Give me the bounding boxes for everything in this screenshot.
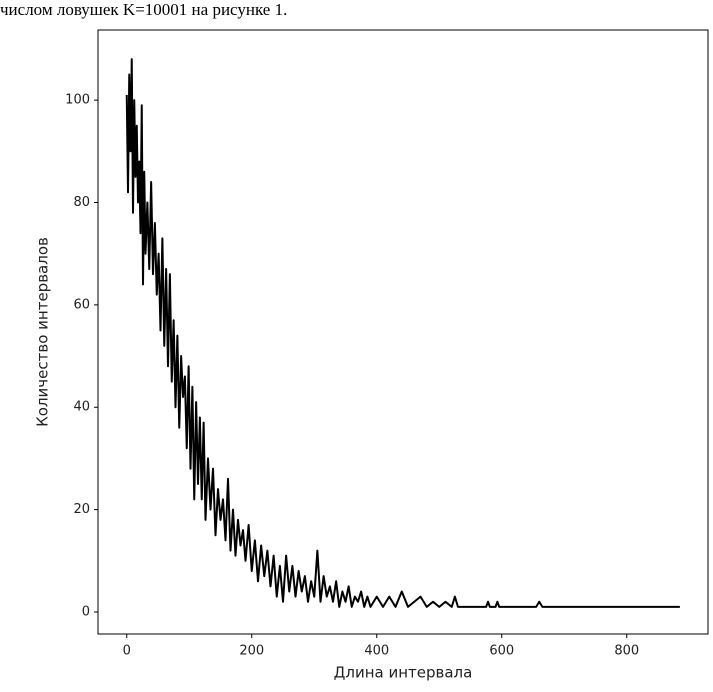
- x-tick-label: 200: [239, 644, 264, 659]
- caption: числом ловушек K=10001 на рисунке 1.: [0, 0, 287, 19]
- y-tick-label: 100: [65, 93, 90, 108]
- y-axis-label: Количество интервалов: [34, 237, 52, 427]
- y-tick-label: 40: [73, 400, 90, 415]
- x-axis-label: Длина интервала: [334, 664, 473, 682]
- x-tick-label: 400: [364, 644, 389, 659]
- x-tick-label: 800: [614, 644, 639, 659]
- y-tick-label: 60: [73, 297, 90, 312]
- x-tick-label: 0: [123, 644, 131, 659]
- y-tick-label: 80: [73, 195, 90, 210]
- y-tick-label: 20: [73, 502, 90, 517]
- plot-frame: [97, 29, 709, 635]
- y-tick-label: 0: [82, 604, 90, 619]
- x-tick-label: 600: [489, 644, 514, 659]
- data-line: [125, 58, 680, 608]
